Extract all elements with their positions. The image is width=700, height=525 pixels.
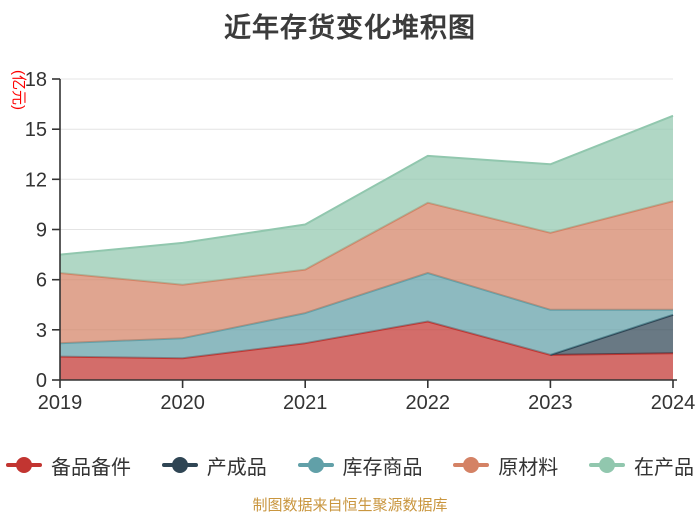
legend-line-dot-icon: [6, 456, 42, 474]
legend: 备品备件 产成品 库存商品 原材料 在产品: [0, 446, 700, 484]
y-tick-label: 6: [36, 270, 47, 292]
legend-line-dot-icon: [453, 456, 490, 474]
legend-item-2[interactable]: 库存商品: [297, 451, 423, 480]
legend-label: 原材料: [498, 456, 559, 479]
y-tick-label: 12: [25, 169, 47, 191]
legend-line-dot-icon: [297, 456, 334, 474]
y-axis-unit-label: (亿元): [10, 70, 27, 110]
legend-line-dot-icon: [589, 456, 625, 474]
x-tick-label: 2024: [651, 392, 696, 414]
legend-item-4[interactable]: 在产品: [589, 451, 694, 480]
series-line-4: [59, 114, 674, 256]
legend-label: 产成品: [206, 456, 267, 479]
data-source-note: 制图数据来自恒生聚源数据库: [252, 497, 448, 514]
x-tick-label: 2020: [160, 392, 205, 414]
series-area-3: [60, 201, 673, 344]
legend-item-3[interactable]: 原材料: [453, 451, 558, 480]
series-area-4: [60, 115, 673, 285]
legend-label: 备品备件: [51, 456, 131, 479]
y-tick-label: 18: [25, 69, 47, 91]
x-tick-label: 2023: [528, 392, 573, 414]
series-area-2: [60, 273, 673, 359]
legend-line-dot-icon: [161, 456, 198, 474]
y-tick-label: 3: [36, 320, 47, 342]
legend-item-0[interactable]: 备品备件: [6, 451, 131, 480]
legend-label: 在产品: [634, 456, 694, 479]
y-tick-label: 15: [25, 119, 47, 141]
x-tick-label: 2019: [38, 392, 83, 414]
legend-label: 库存商品: [342, 456, 423, 479]
y-tick-label: 0: [36, 370, 47, 392]
x-tick-label: 2022: [406, 392, 451, 414]
series-area-0: [60, 321, 673, 380]
stacked-area-chart: 0 3 6 9 12 15 18 2019 2020 2021 2022 2023 2024 (亿元): [10, 69, 696, 414]
legend-item-1[interactable]: 产成品: [161, 451, 267, 480]
y-tick-label: 9: [36, 220, 47, 242]
chart-title: 近年存货变化堆积图: [224, 13, 476, 43]
x-tick-label: 2021: [283, 392, 328, 414]
